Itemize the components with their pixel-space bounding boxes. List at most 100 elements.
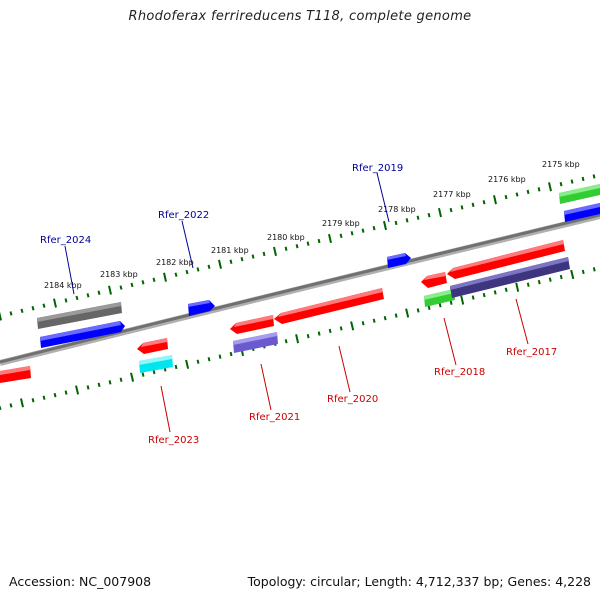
- tick-label-2183: 2183 kbp: [100, 270, 138, 279]
- minor-tick: [482, 200, 486, 205]
- minor-tick: [141, 372, 145, 377]
- minor-tick: [581, 176, 585, 182]
- feature-blue-top-right[interactable]: [564, 203, 600, 222]
- minor-tick: [372, 225, 376, 231]
- minor-tick: [207, 264, 211, 270]
- minor-tick: [537, 187, 541, 192]
- feature-rfer-2021-red[interactable]: [230, 315, 274, 334]
- minor-tick: [86, 293, 90, 298]
- minor-tick: [284, 339, 288, 344]
- gene-label-rfer-2022[interactable]: Rfer_2022: [158, 210, 209, 221]
- minor-tick: [339, 326, 343, 331]
- minor-tick: [559, 274, 563, 280]
- feature-rfer-2018[interactable]: [424, 289, 455, 307]
- minor-tick: [174, 272, 178, 277]
- feature-rfer-2019[interactable]: [387, 253, 411, 268]
- minor-tick: [592, 174, 596, 179]
- minor-tick: [64, 298, 68, 303]
- major-tick: [570, 269, 575, 280]
- feature-left-edge-red[interactable]: [0, 366, 31, 383]
- feature-rfer-2024[interactable]: [40, 321, 125, 348]
- label-connectors: [64, 172, 529, 433]
- minor-tick: [537, 279, 541, 285]
- tick-labels: 2184 kbp 2183 kbp 2182 kbp 2181 kbp 2180…: [44, 160, 580, 290]
- minor-tick: [570, 179, 574, 184]
- minor-tick: [9, 311, 13, 316]
- tick-label-2180: 2180 kbp: [267, 233, 305, 242]
- major-tick: [460, 295, 465, 305]
- minor-tick: [460, 205, 464, 210]
- minor-tick: [361, 321, 365, 326]
- gene-label-rfer-2024[interactable]: Rfer_2024: [40, 235, 91, 246]
- feature-rfer-2021[interactable]: [233, 332, 278, 353]
- major-tick: [0, 311, 2, 321]
- major-tick: [20, 398, 24, 408]
- major-tick: [405, 308, 410, 318]
- minor-tick: [581, 269, 585, 275]
- major-tick: [350, 321, 355, 331]
- major-tick: [548, 182, 552, 192]
- minor-tick: [449, 300, 453, 305]
- minor-tick: [152, 277, 156, 283]
- minor-tick: [306, 333, 310, 339]
- gene-label-rfer-2019[interactable]: Rfer_2019: [352, 163, 403, 174]
- minor-tick: [295, 244, 299, 249]
- minor-tick: [141, 280, 145, 285]
- genome-title: Rhodoferax ferrireducens T118, complete …: [128, 9, 472, 24]
- accession-text: Accession: NC_007908: [9, 574, 152, 589]
- major-tick: [328, 233, 332, 244]
- minor-tick: [42, 303, 46, 308]
- minor-tick: [86, 385, 90, 390]
- major-tick: [75, 385, 80, 395]
- major-tick: [383, 220, 387, 231]
- feature-rfer-2023[interactable]: [139, 355, 173, 373]
- tick-label-2182: 2182 kbp: [156, 258, 194, 267]
- minor-tick: [53, 392, 57, 398]
- minor-tick: [31, 398, 35, 403]
- major-tick: [163, 272, 167, 282]
- minor-tick: [207, 357, 211, 362]
- minor-tick: [471, 295, 475, 300]
- tick-label-2181: 2181 kbp: [211, 246, 249, 255]
- feature-rfer-2017-red[interactable]: [447, 240, 565, 279]
- feature-rfer-2018-red[interactable]: [421, 272, 447, 288]
- minor-tick: [438, 303, 442, 308]
- minor-tick: [504, 287, 508, 293]
- minor-tick: [317, 238, 321, 244]
- gene-label-rfer-2017[interactable]: Rfer_2017: [506, 347, 557, 358]
- feature-rfer-2023-red[interactable]: [137, 338, 168, 354]
- feature-rfer-2024-gray[interactable]: [37, 302, 122, 329]
- lower-tick-track: [0, 267, 596, 411]
- minor-tick: [394, 313, 398, 318]
- minor-tick: [0, 405, 2, 411]
- minor-tick: [152, 369, 156, 375]
- minor-tick: [31, 306, 35, 311]
- feature-rfer-2020[interactable]: [274, 288, 384, 324]
- minor-tick: [515, 192, 519, 197]
- major-tick: [218, 259, 222, 269]
- tick-label-2179: 2179 kbp: [322, 219, 360, 228]
- minor-tick: [328, 328, 332, 334]
- upper-tick-track: [0, 174, 596, 321]
- gene-label-rfer-2018[interactable]: Rfer_2018: [434, 367, 485, 378]
- feature-rfer-2017[interactable]: [450, 257, 570, 298]
- feature-green-top[interactable]: [559, 184, 600, 204]
- tick-label-2177: 2177 kbp: [433, 190, 471, 199]
- gene-label-rfer-2020[interactable]: Rfer_2020: [327, 394, 378, 405]
- gene-label-rfer-2023[interactable]: Rfer_2023: [148, 435, 199, 446]
- minor-tick: [9, 403, 13, 408]
- minor-tick: [592, 267, 596, 272]
- major-tick: [108, 285, 112, 295]
- minor-tick: [526, 189, 530, 195]
- minor-tick: [372, 318, 376, 323]
- minor-tick: [427, 305, 431, 311]
- minor-tick: [64, 390, 68, 395]
- minor-tick: [97, 290, 101, 295]
- minor-tick: [185, 269, 189, 275]
- minor-tick: [306, 241, 310, 246]
- gene-label-rfer-2021[interactable]: Rfer_2021: [249, 412, 300, 423]
- minor-tick: [361, 228, 365, 233]
- feature-rfer-2022[interactable]: [188, 300, 215, 316]
- major-tick: [438, 207, 442, 218]
